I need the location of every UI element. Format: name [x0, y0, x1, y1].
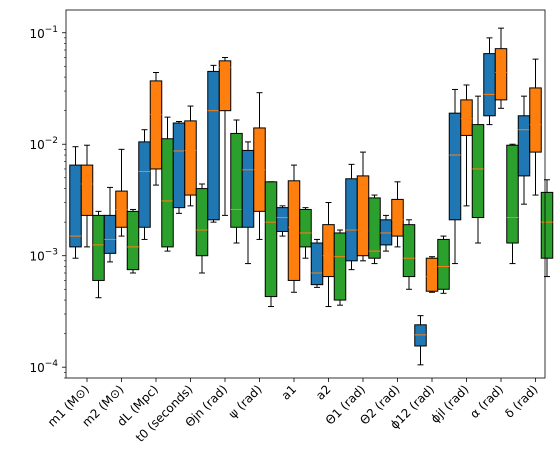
box-group: [207, 56, 243, 244]
box-body: [80, 164, 94, 216]
box-body: [425, 257, 439, 292]
y-axis: 10−1 10−2 10−3 10−4: [29, 25, 66, 379]
box-body: [184, 120, 197, 196]
box-body: [287, 180, 301, 281]
box-body: [299, 208, 312, 248]
box-body: [540, 191, 554, 259]
box-body: [149, 80, 163, 170]
box-body: [494, 48, 508, 101]
box-body: [207, 70, 220, 221]
box-body: [356, 175, 370, 257]
box-body: [402, 224, 416, 278]
box-group: [310, 202, 347, 308]
box-group: [517, 58, 554, 278]
box-body: [460, 99, 473, 136]
y-tick-label: 10−2: [29, 136, 58, 152]
box-body: [506, 144, 519, 244]
box-body: [368, 197, 381, 259]
box-body: [103, 214, 117, 254]
box-group: [172, 105, 209, 274]
plot-frame: [65, 9, 546, 379]
box-body: [218, 60, 232, 112]
y-tick-label: 10−4: [29, 359, 58, 375]
box-body: [437, 238, 450, 290]
box-group: [379, 181, 416, 290]
box-group: [483, 27, 519, 265]
box-group: [69, 144, 105, 299]
box-body: [391, 198, 404, 237]
box-body: [448, 112, 462, 221]
box-body: [126, 210, 140, 271]
box-body: [264, 181, 278, 298]
y-tick-label: 10−1: [29, 25, 58, 41]
box-body: [230, 132, 243, 228]
box-group: [448, 84, 485, 265]
boxes-layer: [69, 27, 554, 366]
box-body: [517, 115, 531, 177]
box-body: [92, 214, 105, 281]
box-group: [276, 164, 312, 293]
box-group: [103, 148, 140, 274]
box-body: [379, 219, 393, 246]
box-body: [138, 141, 151, 228]
box-body: [276, 207, 289, 232]
box-group: [241, 92, 278, 308]
box-body: [483, 53, 496, 117]
box-body: [172, 122, 186, 209]
box-body: [161, 138, 174, 248]
box-body: [69, 164, 82, 248]
box-body: [471, 124, 485, 219]
box-body: [345, 178, 358, 262]
box-body: [322, 224, 335, 278]
box-group: [414, 235, 450, 366]
box-body: [310, 242, 324, 286]
box-body: [529, 87, 542, 153]
box-body: [414, 324, 427, 347]
box-body: [241, 149, 255, 228]
box-body: [195, 188, 209, 257]
y-tick-label: 10−3: [29, 248, 58, 264]
box-body: [333, 232, 347, 301]
